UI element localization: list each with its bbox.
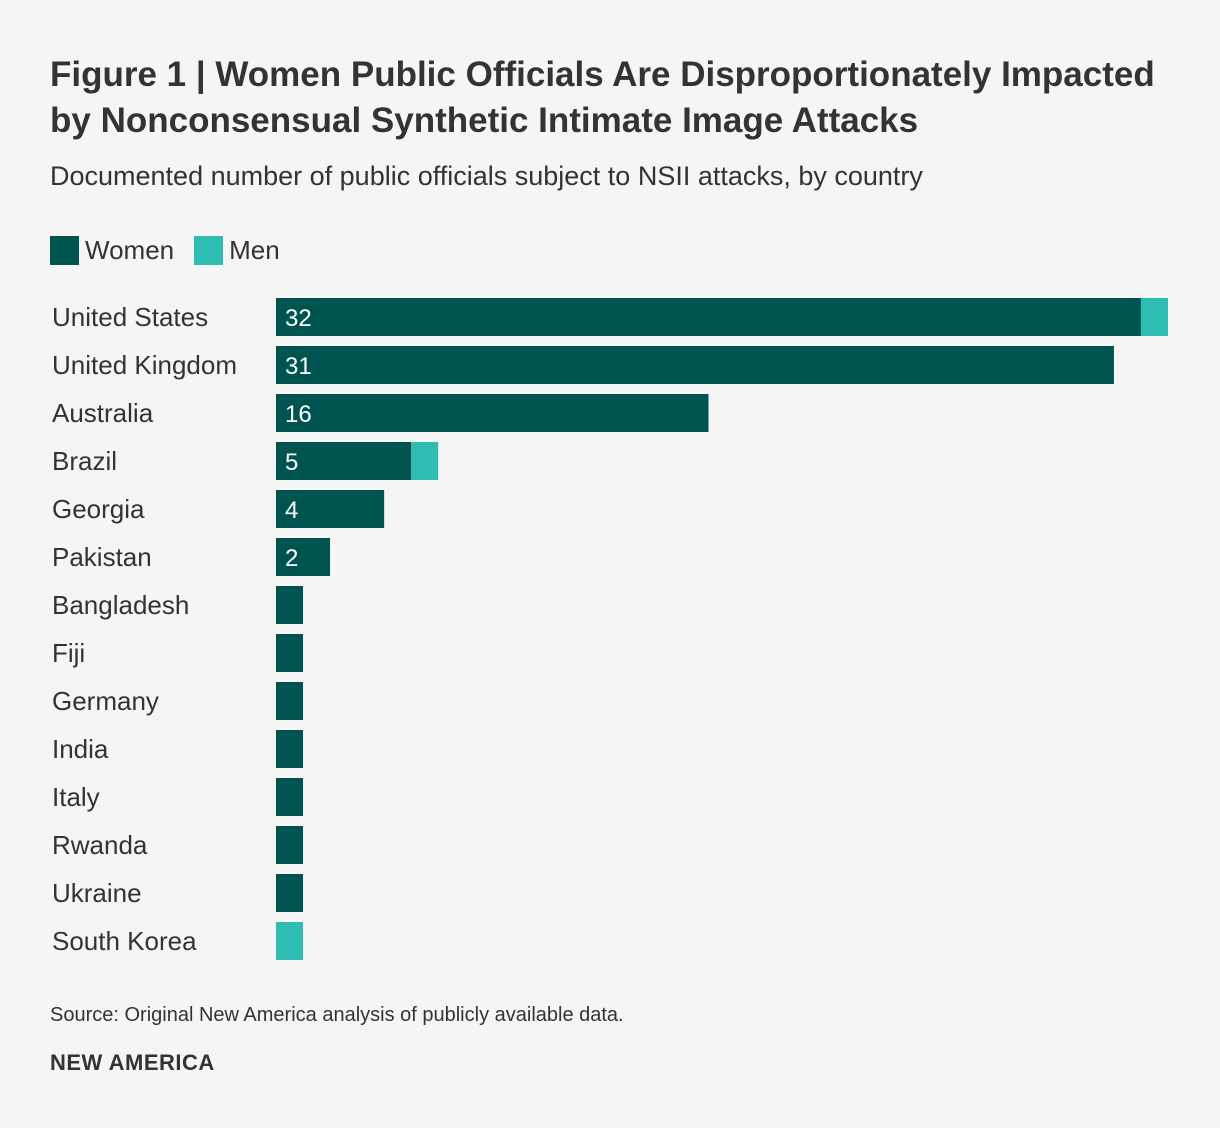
- bar-men: [276, 922, 304, 960]
- bar-value-label: 5: [285, 449, 298, 476]
- bar-women: [276, 874, 304, 912]
- category-label: Bangladesh: [52, 590, 189, 620]
- category-label: Georgia: [52, 494, 145, 524]
- bar-women: [276, 682, 304, 720]
- bar-women: [276, 346, 1114, 384]
- category-label: Fiji: [52, 638, 85, 668]
- bar-value-label: 31: [285, 353, 312, 380]
- bar-women: [276, 442, 412, 480]
- legend-swatch-women: [50, 236, 79, 265]
- bar-women: [276, 778, 304, 816]
- bar-value-label: 4: [285, 497, 298, 524]
- legend-item-men: Men: [194, 235, 280, 266]
- bar-women: [276, 730, 304, 768]
- category-label: Rwanda: [52, 830, 148, 860]
- bar-women: [276, 394, 709, 432]
- category-label: Ukraine: [52, 878, 142, 908]
- bar-men: [411, 442, 439, 480]
- category-label: Germany: [52, 686, 159, 716]
- category-label: United Kingdom: [52, 350, 237, 380]
- chart-subtitle: Documented number of public officials su…: [50, 161, 923, 191]
- category-label: Italy: [52, 782, 100, 812]
- bar-chart: United States 32 United Kingdom 31 Australia…: [52, 298, 1168, 960]
- bar-value-label: 16: [285, 401, 312, 428]
- brand-logo-text: NEW AMERICA: [50, 1050, 215, 1075]
- category-label: Australia: [52, 398, 154, 428]
- bar-value-label: 2: [285, 545, 298, 572]
- bar-women: [276, 826, 304, 864]
- bar-men: [1140, 298, 1168, 336]
- category-label: United States: [52, 302, 208, 332]
- bar-women: [276, 634, 304, 672]
- category-label: South Korea: [52, 926, 197, 956]
- bar-women: [276, 298, 1141, 336]
- legend-label-men: Men: [229, 235, 280, 265]
- bar-women: [276, 586, 304, 624]
- category-label: India: [52, 734, 109, 764]
- source-note: Source: Original New America analysis of…: [50, 1004, 624, 1026]
- legend: Women Men: [50, 235, 300, 266]
- bar-value-label: 32: [285, 305, 312, 332]
- bar-women: [276, 490, 385, 528]
- category-label: Brazil: [52, 446, 117, 476]
- legend-item-women: Women: [50, 235, 174, 266]
- bar-women: [276, 538, 331, 576]
- legend-swatch-men: [194, 236, 224, 265]
- chart-title: Figure 1 | Women Public Officials Are Di…: [50, 55, 1155, 140]
- category-label: Pakistan: [52, 542, 152, 572]
- legend-label-women: Women: [85, 235, 175, 265]
